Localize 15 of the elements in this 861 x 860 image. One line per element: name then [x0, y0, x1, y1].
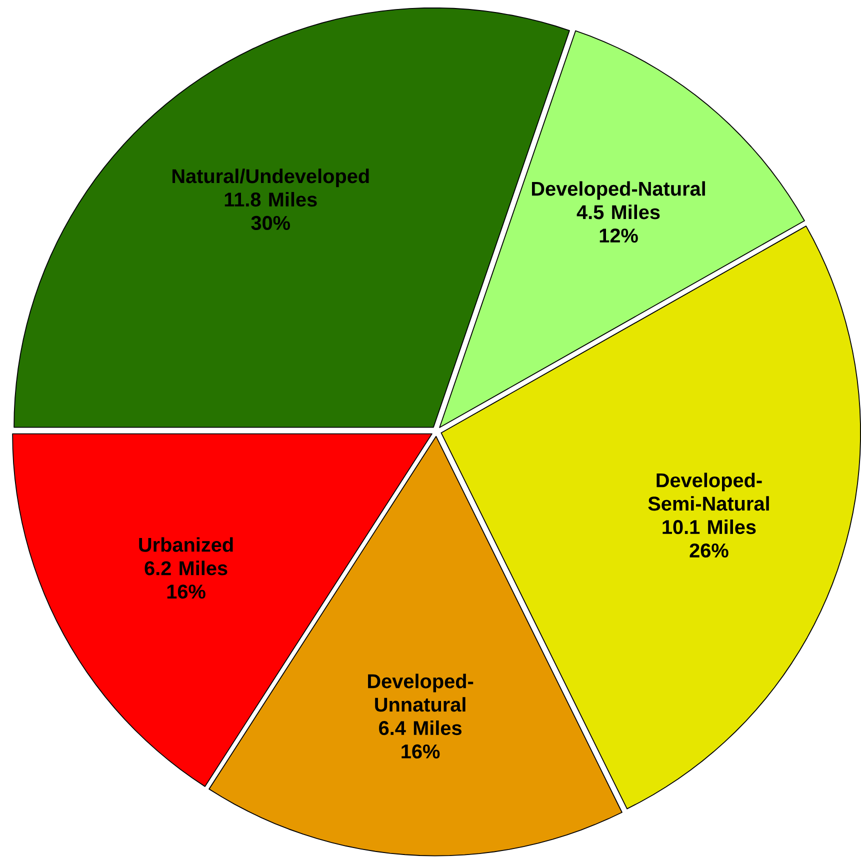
data-label: 4.5 Miles [576, 204, 660, 220]
text: 26% [690, 544, 728, 558]
data-label: 6.4 Miles [379, 720, 462, 736]
slice-label: Natural/Undeveloped [172, 168, 369, 188]
data-label: 6.2 Miles [144, 560, 228, 576]
text: 12% [600, 228, 638, 243]
slice-label: Developed-Semi-Natural [648, 472, 769, 511]
text: 30% [251, 216, 290, 230]
slice-label: Developed-Natural [532, 181, 705, 200]
text: 16% [402, 744, 440, 759]
slice-label: Developed-Unnatural [368, 674, 474, 712]
text: 16% [167, 584, 206, 599]
data-label: 10.1 Miles [662, 520, 756, 534]
data-label: 11.8 Miles [224, 192, 317, 207]
slice-label: Urbanized [139, 537, 233, 552]
